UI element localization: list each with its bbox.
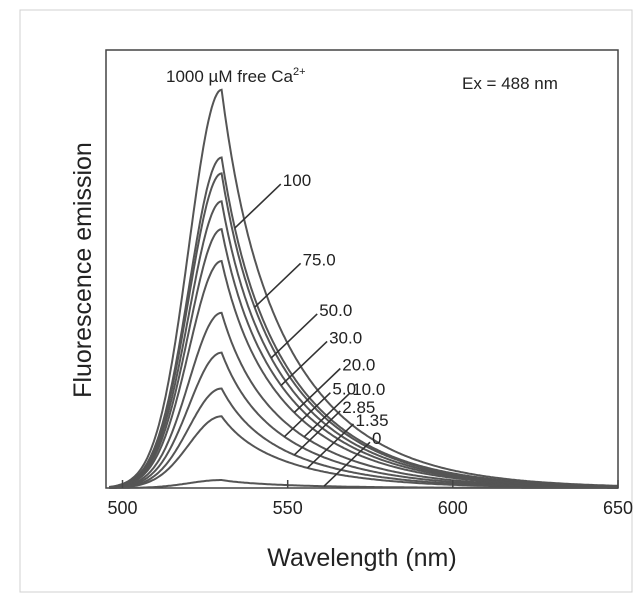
leader-line-5	[303, 392, 351, 438]
leader-line-2	[270, 313, 318, 359]
curve-label-9: 0	[372, 429, 381, 448]
leader-line-4	[293, 367, 341, 414]
leader-line-9	[323, 441, 371, 487]
curve-1	[109, 156, 619, 489]
leader-line-6	[283, 392, 331, 438]
curve-0	[109, 88, 618, 488]
x-tick-label-3: 650	[603, 498, 633, 518]
leader-line-7	[293, 410, 341, 456]
curve-label-3: 30.0	[329, 328, 362, 347]
leader-line-8	[306, 423, 355, 469]
curve-label-6: 5.0	[332, 380, 356, 399]
curve-9	[109, 415, 618, 489]
x-axis-ticks: 500 550 600 650	[107, 480, 633, 518]
x-tick-label-2: 600	[438, 498, 468, 518]
curve-label-7: 2.85	[342, 398, 375, 417]
y-axis-label: Fluorescence emission	[69, 142, 97, 398]
leader-line-0	[234, 183, 282, 229]
x-tick-label-0: 500	[107, 498, 137, 518]
curve-label-5: 10.0	[352, 380, 385, 399]
leader-lines-group	[234, 183, 371, 487]
excitation-annotation: Ex = 488 nm	[462, 74, 558, 93]
curve-label-0: 100	[283, 171, 311, 190]
x-axis-label: Wavelength (nm)	[267, 544, 456, 572]
max-curve-label: 1000 µM free Ca2+	[166, 66, 306, 86]
curve-label-8: 1.35	[356, 411, 389, 430]
curve-label-1: 75.0	[303, 250, 336, 269]
leader-line-1	[254, 262, 302, 308]
curve-label-2: 50.0	[319, 301, 352, 320]
curves-group	[109, 88, 619, 489]
x-tick-label-1: 550	[273, 498, 303, 518]
curve-label-4: 20.0	[342, 356, 375, 375]
plot-frame	[105, 49, 619, 489]
leader-line-3	[280, 340, 328, 386]
curve-labels-group: 100 75.0 50.0 30.0 20.0 10.05.02.851.350	[283, 171, 389, 448]
figure-border	[19, 9, 633, 593]
curve-10	[109, 479, 618, 489]
